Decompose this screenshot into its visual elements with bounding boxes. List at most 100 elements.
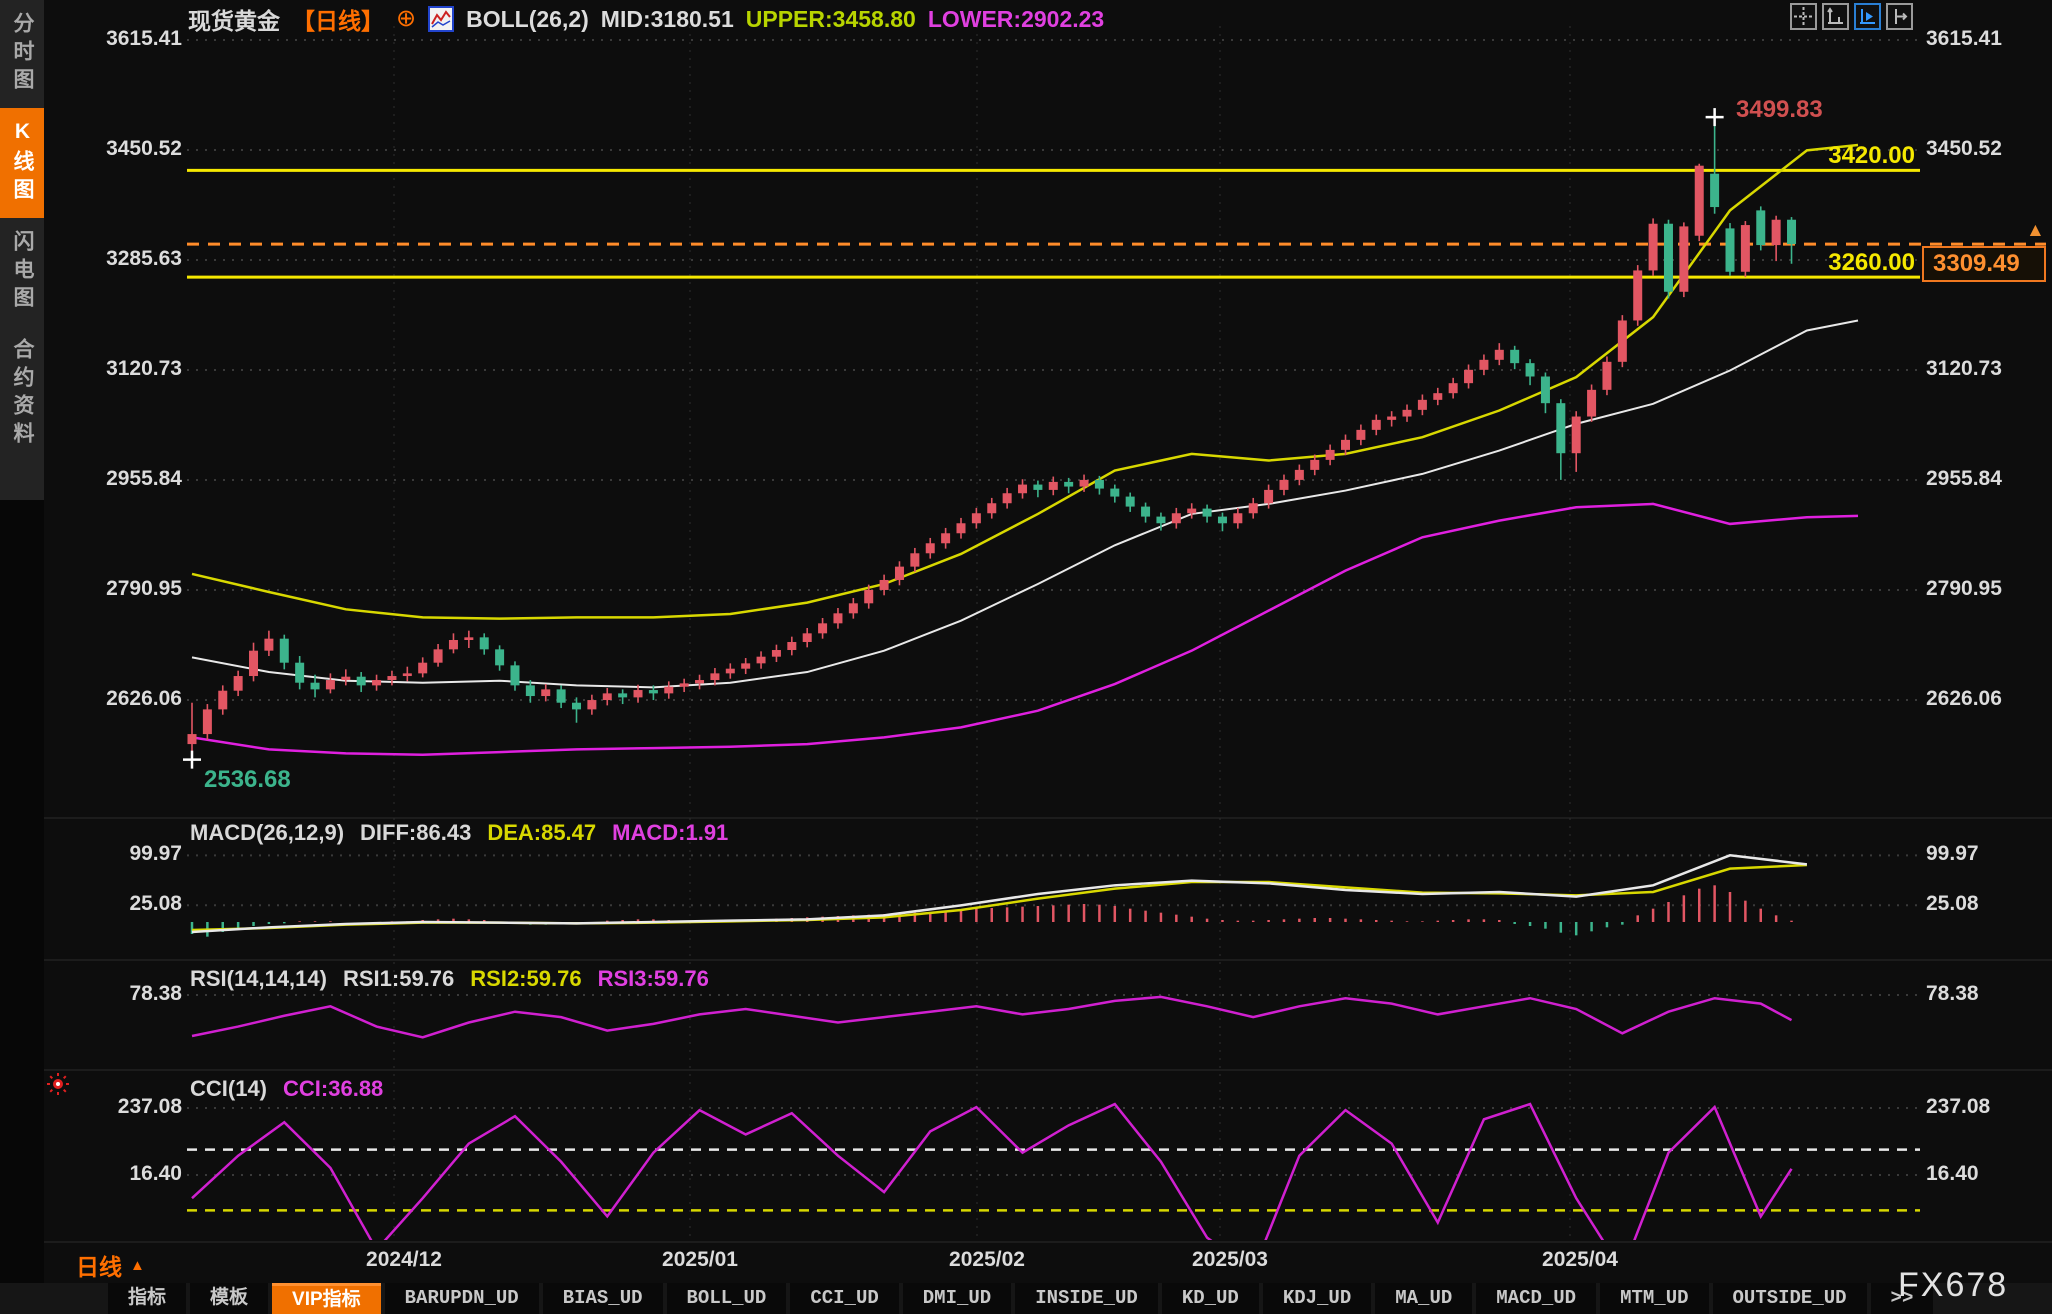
bollinger-bands <box>191 143 1859 757</box>
time-axis-label: 2025/04 <box>1542 1248 1618 1271</box>
axis-tick-label: 25.08 <box>1926 892 1979 916</box>
cci-value: CCI:36.88 <box>283 1076 384 1101</box>
sidebar-item-label: K线图 <box>11 120 34 206</box>
boll-mid-value: MID:3180.51 <box>600 5 734 32</box>
axis-tick-label: 78.38 <box>1926 982 1979 1005</box>
resistance-level-label: 3420.00 <box>1828 142 1915 169</box>
last-price-tag: 3309.49 <box>1922 246 2046 282</box>
gridlines <box>44 26 2052 1243</box>
sidebar-item-0[interactable]: 分时图 <box>0 0 44 108</box>
rsi-panel <box>191 995 1793 1039</box>
axis-tick-label: 237.08 <box>1926 1095 1991 1118</box>
hot-marker-icon <box>47 1073 69 1095</box>
boll-upper-value: UPPER:3458.80 <box>745 5 916 32</box>
sidebar-item-label: 合约资料 <box>11 338 34 450</box>
axis-tick-label: 2790.95 <box>1926 577 2002 600</box>
sidebar: 分时图 K线图闪电图合约资料 <box>0 0 44 1314</box>
price-up-arrow-icon: ▲ <box>2026 220 2045 241</box>
boll-lower-line <box>191 502 1859 757</box>
chart-toolbar <box>1790 3 1913 30</box>
chart-header: 现货黄金 【日线】 ⊕ BOLL(26,2) MID:3180.51 UPPER… <box>188 4 1104 35</box>
candlesticks <box>187 117 1797 760</box>
footer-tab-15[interactable]: >> <box>1870 1283 1934 1314</box>
footer-tab-0[interactable]: 指标 <box>108 1283 187 1314</box>
footer-tab-4[interactable]: BIAS_UD <box>542 1283 663 1314</box>
boll-mid-line <box>191 319 1859 689</box>
cci-title: CCI(14) <box>190 1076 268 1101</box>
axis-tick-label: 3285.63 <box>106 247 182 270</box>
footer-tab-14[interactable]: OUTSIDE_UD <box>1712 1283 1867 1314</box>
symbol-name: 现货黄金 <box>188 8 280 34</box>
footer-tab-8[interactable]: INSIDE_UD <box>1015 1283 1158 1314</box>
axis-tick-label: 3615.41 <box>1926 27 2002 50</box>
axis-play-icon[interactable] <box>1854 3 1881 30</box>
sidebar-item-label: 闪电图 <box>11 230 34 314</box>
footer-tab-12[interactable]: MACD_UD <box>1476 1283 1597 1314</box>
footer-tab-9[interactable]: KD_UD <box>1161 1283 1259 1314</box>
crosshair-move-icon[interactable] <box>1790 3 1817 30</box>
macd-value: MACD:1.91 <box>612 820 729 845</box>
macd-panel <box>190 854 1808 937</box>
axis-shift-icon[interactable] <box>1886 3 1913 30</box>
axis-tick-label: 99.97 <box>129 842 182 866</box>
macd-title: MACD(26,12,9) <box>190 820 345 845</box>
macd-diff-value: DIFF:86.43 <box>360 820 472 845</box>
axis-tick-label: 2790.95 <box>106 577 182 600</box>
sidebar-item-3[interactable]: 合约资料 <box>0 326 44 462</box>
boll-param-label: BOLL(26,2) <box>466 5 589 32</box>
axis-tick-label: 3450.52 <box>106 137 182 160</box>
price-axis-right: 3615.413450.523285.633120.732955.842790.… <box>1926 0 2052 1314</box>
high-cross-marker <box>1705 108 1724 127</box>
footer-tab-3[interactable]: BARUPDN_UD <box>384 1283 539 1314</box>
watermark-logo: FX678 <box>1898 1266 2009 1304</box>
macd-label-row: MACD(26,12,9) DIFF:86.43 DEA:85.47 MACD:… <box>190 820 728 846</box>
axis-tick-label: 16.40 <box>1926 1162 1979 1185</box>
footer-tab-10[interactable]: KDJ_UD <box>1262 1283 1372 1314</box>
axis-tick-label: 237.08 <box>117 1095 182 1118</box>
macd-diff-line <box>191 854 1808 934</box>
footer-tab-5[interactable]: BOLL_UD <box>666 1283 787 1314</box>
rsi2-value: RSI2:59.76 <box>470 966 582 991</box>
axis-tick-label: 3615.41 <box>106 27 182 50</box>
axis-tick-label: 16.40 <box>129 1162 182 1185</box>
low-price-label: 2536.68 <box>204 766 291 793</box>
axis-scale-icon[interactable] <box>1822 3 1849 30</box>
axis-tick-label: 3450.52 <box>1926 137 2002 160</box>
axis-tick-label: 3120.73 <box>1926 357 2002 380</box>
rsi3-value: RSI3:59.76 <box>597 966 709 991</box>
footer-tab-2[interactable]: VIP指标 <box>272 1283 381 1314</box>
rsi1-value: RSI1:59.76 <box>342 966 455 991</box>
footer-tab-13[interactable]: MTM_UD <box>1600 1283 1709 1314</box>
circle-plus-icon[interactable]: ⊕ <box>396 5 417 32</box>
rsi-label-row: RSI(14,14,14) RSI1:59.76 RSI2:59.76 RSI3… <box>190 966 709 992</box>
axis-tick-label: 2626.06 <box>106 687 182 710</box>
low-cross-marker <box>183 750 201 769</box>
cci-label-row: CCI(14) CCI:36.88 <box>190 1076 383 1102</box>
period-tag[interactable]: 【日线】 <box>292 8 384 34</box>
axis-tick-label: 78.38 <box>129 982 182 1005</box>
cci-line <box>191 1102 1793 1240</box>
time-axis-label: 2025/03 <box>1192 1248 1268 1271</box>
sidebar-item-2[interactable]: 闪电图 <box>0 218 44 326</box>
macd-dea-line <box>191 863 1807 932</box>
rsi-title: RSI(14,14,14) <box>190 966 327 991</box>
footer-tab-1[interactable]: 模板 <box>190 1283 269 1314</box>
indicator-tab-bar: 指标 模板 VIP指标 BARUPDN_UD BIAS_UD BOLL_UD CCI_UD D… <box>0 1283 2052 1314</box>
period-selector[interactable]: 日线 ▲ <box>76 1248 145 1282</box>
axis-tick-label: 2955.84 <box>106 467 182 490</box>
time-axis-label: 2024/12 <box>366 1248 442 1271</box>
rsi-line <box>191 995 1793 1039</box>
indicator-tab-list: 指标 模板 VIP指标 BARUPDN_UD BIAS_UD BOLL_UD CCI_UD D… <box>108 1283 1934 1314</box>
sidebar-item-1[interactable]: K线图 <box>0 108 44 218</box>
boll-upper-line <box>191 143 1859 620</box>
footer-tab-6[interactable]: CCI_UD <box>790 1283 899 1314</box>
high-price-label: 3499.83 <box>1736 96 1823 123</box>
period-up-triangle-icon: ▲ <box>130 1256 145 1274</box>
mini-chart-icon[interactable] <box>428 6 455 32</box>
period-selector-label: 日线 <box>76 1254 122 1280</box>
footer-tab-11[interactable]: MA_UD <box>1375 1283 1473 1314</box>
axis-tick-label: 2955.84 <box>1926 467 2002 490</box>
footer-tab-7[interactable]: DMI_UD <box>902 1283 1012 1314</box>
